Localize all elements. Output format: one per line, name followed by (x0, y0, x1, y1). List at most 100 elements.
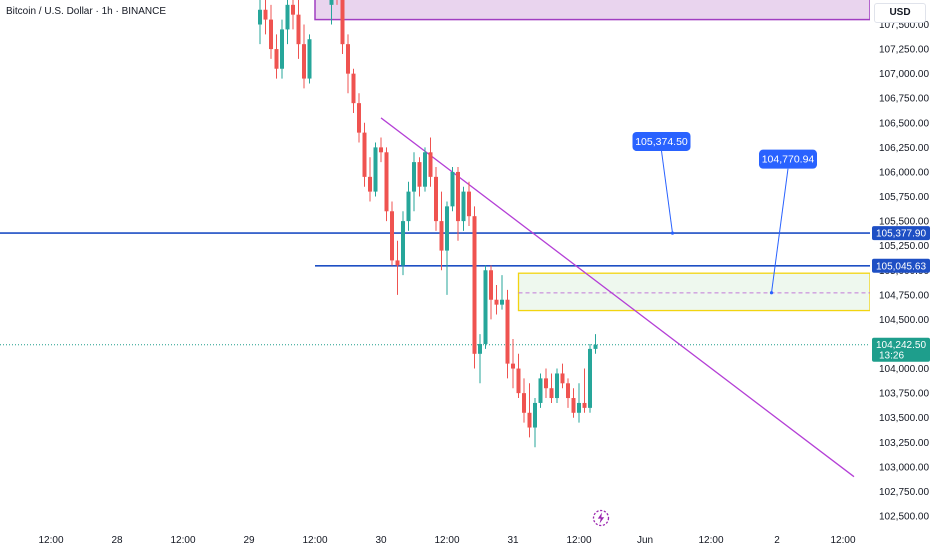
candle-body (467, 191, 471, 217)
candle-body (285, 4, 290, 30)
countdown-label: 13:26 (879, 351, 904, 362)
candle-body (571, 398, 576, 413)
candle-12 (336, 0, 338, 5)
candle-28 (423, 147, 427, 192)
candle-body (362, 132, 367, 177)
candle-body (588, 348, 592, 408)
candle-body (582, 402, 587, 408)
candle-50 (544, 368, 548, 399)
price-tag-1 (872, 226, 930, 241)
price-tag-label-2: 105,045.63 (876, 261, 926, 272)
candle-34 (456, 167, 460, 241)
candle-body (560, 373, 565, 384)
y-tick-label: 103,250.00 (879, 438, 929, 449)
x-tick-label: 12:00 (830, 535, 855, 546)
y-tick-label: 106,500.00 (879, 118, 929, 129)
candle-body (489, 270, 493, 300)
candle-13 (340, 0, 345, 54)
callout-anchor-1 (670, 231, 675, 235)
y-tick-label: 107,500.00 (879, 20, 929, 31)
candle-26 (412, 152, 416, 212)
y-tick-label: 107,000.00 (879, 69, 929, 80)
candle-44 (511, 339, 515, 389)
candle-3 (269, 4, 273, 59)
candle-33 (450, 167, 455, 212)
resistance-zone (314, 0, 871, 21)
price-tag-label-1: 105,377.90 (876, 229, 926, 240)
y-tick-label: 105,500.00 (879, 217, 929, 228)
candle-body (406, 191, 411, 222)
last-price-label: 104,242.50 (876, 340, 926, 351)
candle-4 (274, 34, 279, 79)
candle-body (351, 73, 356, 104)
candle-body (500, 299, 504, 305)
candle-8 (296, 0, 301, 59)
candle-46 (522, 378, 526, 423)
candle-body (417, 162, 422, 187)
x-tick-label: 12:00 (170, 535, 195, 546)
candle-body (340, 0, 345, 45)
candle-21 (384, 147, 389, 222)
candle-58 (588, 343, 592, 413)
x-tick-label: 12:00 (302, 535, 327, 546)
y-tick-label: 102,750.00 (879, 487, 929, 498)
candle-body (439, 221, 444, 251)
candle-body (461, 191, 466, 222)
x-tick-label: 30 (375, 535, 387, 546)
candle-body (269, 19, 273, 50)
callout-label-1: 105,374.50 (635, 136, 688, 148)
x-tick-label: Jun (637, 535, 653, 546)
candle-54 (566, 378, 570, 408)
candle-24 (401, 211, 405, 276)
candle-body (258, 9, 262, 25)
candle-body (472, 216, 477, 354)
candle-19 (373, 142, 378, 197)
candle-body (478, 343, 482, 354)
candle-55 (571, 388, 576, 418)
candle-body (368, 176, 372, 192)
y-axis-panel (870, 0, 932, 550)
last-price-tag (872, 337, 930, 362)
candle-42 (500, 275, 504, 310)
lightning-icon[interactable] (592, 509, 610, 527)
candle-body (280, 29, 284, 69)
candle-body (544, 378, 548, 389)
lines-layer (0, 117, 870, 478)
candle-body (395, 260, 400, 266)
axis-layer: 107,500.00 107,250.00 107,000.00 106,750.00… (38, 0, 932, 550)
candle-51 (549, 373, 554, 403)
candle-9 (302, 24, 306, 89)
y-tick-label: 107,250.00 (879, 45, 929, 56)
x-tick-label: 28 (111, 535, 123, 546)
candle-body (516, 368, 521, 394)
candle-body (357, 103, 361, 133)
candle-body (494, 299, 499, 305)
candle-body (302, 44, 306, 79)
candle-body (450, 171, 455, 207)
candle-5 (280, 19, 284, 79)
candle-body (428, 152, 433, 177)
callout-anchor-2 (769, 291, 774, 295)
x-tick-label: 12:00 (38, 535, 63, 546)
callout-box-2 (759, 149, 817, 169)
candle-36 (467, 181, 471, 227)
y-tick-label: 106,750.00 (879, 94, 929, 105)
candles-layer (258, 0, 598, 448)
x-tick-label: 12:00 (566, 535, 591, 546)
candle-6 (285, 0, 290, 45)
annotations-layer: 105,374.50 104,770.94 (632, 131, 817, 295)
candle-1 (258, 0, 262, 45)
candle-23 (395, 240, 400, 295)
candle-body (434, 176, 438, 222)
candle-body (373, 147, 378, 192)
currency-button[interactable]: USD (874, 3, 926, 23)
x-tick-label: 12:00 (434, 535, 459, 546)
candle-body (274, 49, 279, 69)
candle-body (533, 402, 537, 428)
candle-56 (577, 383, 581, 423)
candle-41 (494, 284, 499, 315)
candle-body (346, 44, 350, 74)
candle-48 (533, 398, 537, 448)
candle-body (483, 270, 488, 344)
